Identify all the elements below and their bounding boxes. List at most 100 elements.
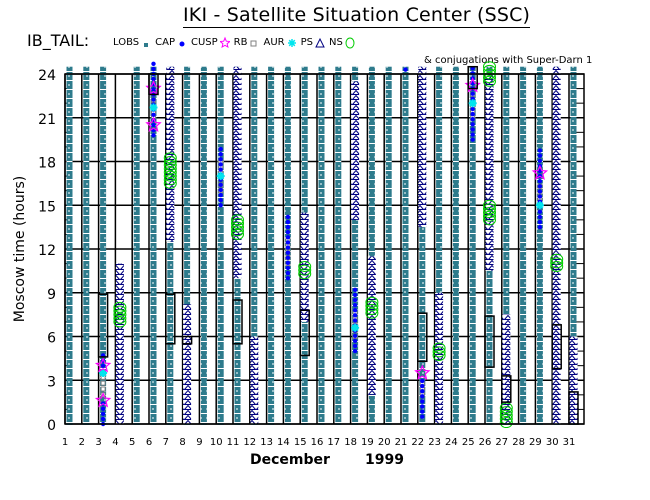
cap-point [151,76,156,82]
ns-point [113,316,127,328]
x-tick-label: 14 [277,437,290,448]
star-icon [219,36,230,49]
cap-point [285,214,291,220]
cap-point [470,122,475,127]
asterisk-icon [287,39,296,47]
ns-point [483,214,496,226]
x-tick-label: 27 [495,437,508,448]
ns-point [163,177,177,189]
cap-point [537,158,543,163]
legend-item-ps: PS [301,36,325,49]
x-tick-label: 26 [479,437,492,448]
cap-point [285,245,291,250]
ns-point [231,214,244,226]
x-tick-label: 19 [361,437,374,448]
cap-point [420,388,425,394]
legend-label: CUSP [190,36,218,48]
cap-point [151,133,156,138]
cap-point [218,152,223,157]
cap-point [285,260,291,266]
conjugation-box [417,312,428,363]
dot-icon [179,41,185,47]
legend-item-aur: AUR [263,36,296,49]
plot-frame [64,73,585,425]
ns-point [163,159,177,171]
y-tick-label: 18 [38,156,56,172]
cap-point [537,153,543,158]
cap-point [537,189,543,194]
legend-label: CAP [155,36,175,48]
x-tick-label: 8 [179,437,185,448]
x-tick-label: 31 [563,437,576,448]
lobs-bar [217,66,224,425]
x-tick-label: 11 [227,437,240,448]
aur-point [468,99,477,108]
cap-point [285,270,291,276]
circle-icon [345,37,355,49]
cap-point [420,394,425,399]
ns-point [113,312,127,324]
lobs-bar [402,66,409,425]
conjugation-box [97,293,109,358]
cap-point [100,406,106,411]
x-tick-label: 12 [243,437,256,448]
cap-point [151,112,156,118]
lobs-bar [503,66,510,425]
ns-point [432,349,446,361]
x-tick-label: 13 [260,437,273,448]
cap-point [537,209,543,215]
cap-point [537,178,543,184]
lobs-bar [536,66,543,425]
ps-bar [300,212,309,322]
legend-label: LOBS [113,36,140,48]
cap-point [218,197,223,203]
cap-point [285,235,291,240]
legend-label: AUR [263,36,285,48]
cap-point [352,338,358,344]
y-tick-label: 0 [47,418,56,434]
cap-point [420,409,425,414]
ns-point [483,210,496,222]
cap-point [537,184,543,189]
aur-point [535,201,544,210]
chart-title: IKI - Satellite Situation Center (SSC) [183,4,531,28]
cap-point [218,157,223,162]
ns-point [483,203,496,215]
conjugation-box [467,65,478,90]
cusp-point [414,364,431,380]
ns-point [499,417,513,429]
cap-point [403,67,408,72]
x-tick-label: 29 [529,437,542,448]
cap-point [537,224,543,230]
cap-point [285,275,291,281]
cap-point [470,117,475,122]
cap-point [470,127,475,132]
x-tick-label: 7 [163,437,169,448]
ns-point [483,72,496,84]
legend-label: RB [233,36,248,48]
cusp-point [94,392,112,408]
x-tick-label: 28 [512,437,525,448]
cusp-point [145,116,162,132]
x-tick-label: 1 [62,437,68,448]
cap-point [537,219,543,225]
lobs-bar [184,66,191,425]
cap-point [352,348,358,354]
ns-point [231,217,244,229]
lobs-bar [66,66,73,425]
ps-bar [166,66,175,242]
open-square-icon [250,40,257,47]
y-tick-label: 21 [38,112,56,128]
lobs-bar [133,66,140,425]
x-tick-label: 30 [546,437,559,448]
conjugation-box [181,335,193,345]
cap-point [218,182,223,188]
cap-point [470,137,475,142]
ns-point [163,156,177,167]
cap-point [151,61,156,66]
x-tick-label: 2 [79,437,85,448]
cap-point [470,96,475,101]
x-tick-label: 4 [112,437,118,448]
lobs-bar [318,66,325,425]
